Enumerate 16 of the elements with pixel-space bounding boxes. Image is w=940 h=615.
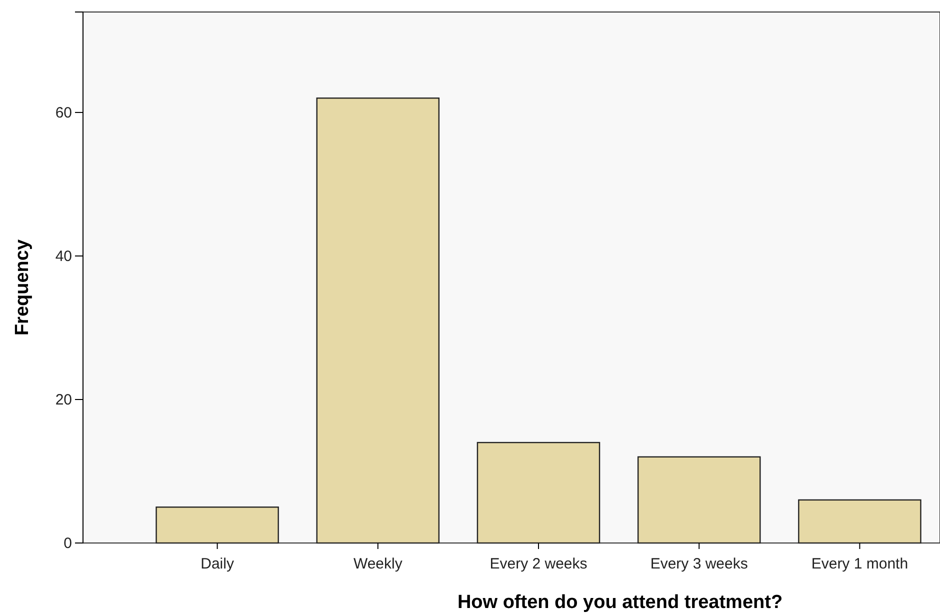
y-axis-title: Frequency bbox=[12, 239, 33, 336]
y-tick-label: 60 bbox=[55, 104, 72, 122]
bar bbox=[798, 499, 922, 544]
bar bbox=[316, 98, 440, 544]
y-tick-label: 0 bbox=[64, 534, 72, 552]
x-tick-label: Every 2 weeks bbox=[490, 556, 588, 572]
bar bbox=[476, 442, 600, 544]
x-tick-label: Every 1 month bbox=[811, 556, 908, 572]
x-tick-label: Daily bbox=[200, 556, 234, 572]
x-axis-title: How often do you attend treatment? bbox=[457, 592, 783, 613]
y-tick-label: 20 bbox=[55, 391, 72, 408]
x-tick-label: Every 3 weeks bbox=[650, 556, 748, 572]
x-tick-label: Weekly bbox=[353, 556, 403, 572]
y-tick-label: 40 bbox=[55, 248, 72, 265]
bar bbox=[156, 506, 279, 544]
bar bbox=[637, 456, 761, 544]
